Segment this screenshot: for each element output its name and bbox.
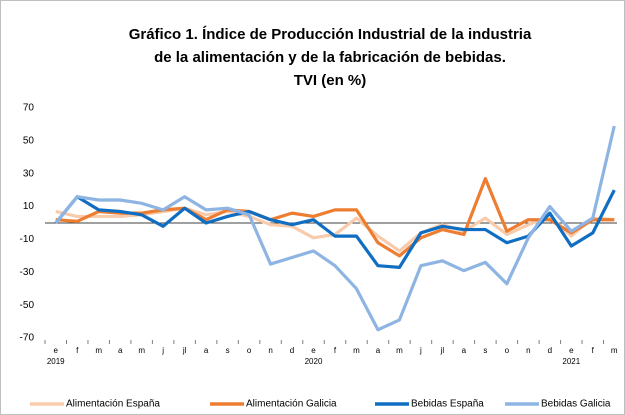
- x-tick-label: m: [396, 346, 403, 355]
- x-tick-label: n: [526, 346, 530, 355]
- x-tick-label: f: [76, 346, 79, 355]
- x-tick-label: a: [462, 346, 467, 355]
- series-line: [54, 189, 616, 269]
- x-tick-label: m: [611, 346, 618, 355]
- y-tick-label: 50: [23, 135, 35, 146]
- y-tick-label: -30: [20, 267, 35, 278]
- y-tick-label: -50: [20, 300, 35, 311]
- x-tick-label: f: [334, 346, 337, 355]
- chart-title: TVI (en %): [294, 72, 367, 89]
- x-group-label: 2021: [562, 357, 580, 366]
- x-tick-label: m: [95, 346, 102, 355]
- chart-title: de la alimentación y de la fabricación d…: [154, 49, 506, 66]
- x-tick-label: s: [483, 346, 487, 355]
- x-tick-label: j: [419, 346, 422, 355]
- x-tick-label: n: [268, 346, 272, 355]
- x-tick-label: d: [290, 346, 294, 355]
- legend-label: Bebidas Galicia: [541, 399, 611, 410]
- x-group-label: 2019: [47, 357, 65, 366]
- y-tick-label: -70: [20, 333, 35, 344]
- x-tick-label: jl: [440, 346, 445, 355]
- x-tick-label: a: [118, 346, 123, 355]
- x-tick-label: m: [138, 346, 145, 355]
- x-tick-label: o: [505, 346, 510, 355]
- x-tick-label: a: [204, 346, 209, 355]
- x-tick-label: m: [353, 346, 360, 355]
- x-tick-label: j: [161, 346, 164, 355]
- x-tick-label: s: [226, 346, 230, 355]
- series-line: [55, 177, 615, 258]
- legend-label: Bebidas España: [411, 399, 484, 410]
- x-tick-label: jl: [182, 346, 187, 355]
- y-tick-label: 30: [23, 168, 35, 179]
- x-tick-label: a: [376, 346, 381, 355]
- legend-label: Alimentación España: [66, 399, 160, 410]
- y-tick-label: 70: [23, 103, 35, 114]
- legend-label: Alimentación Galicia: [246, 399, 337, 410]
- x-tick-label: f: [592, 346, 595, 355]
- chart-title: Gráfico 1. Índice de Producción Industri…: [129, 26, 532, 43]
- x-tick-label: e: [311, 346, 316, 355]
- x-tick-label: o: [247, 346, 252, 355]
- x-tick-label: e: [569, 346, 574, 355]
- y-tick-label: 10: [23, 201, 35, 212]
- y-tick-label: -10: [20, 234, 35, 245]
- x-tick-label: d: [548, 346, 552, 355]
- x-group-label: 2020: [305, 357, 323, 366]
- x-tick-label: e: [54, 346, 59, 355]
- series-line: [54, 125, 616, 332]
